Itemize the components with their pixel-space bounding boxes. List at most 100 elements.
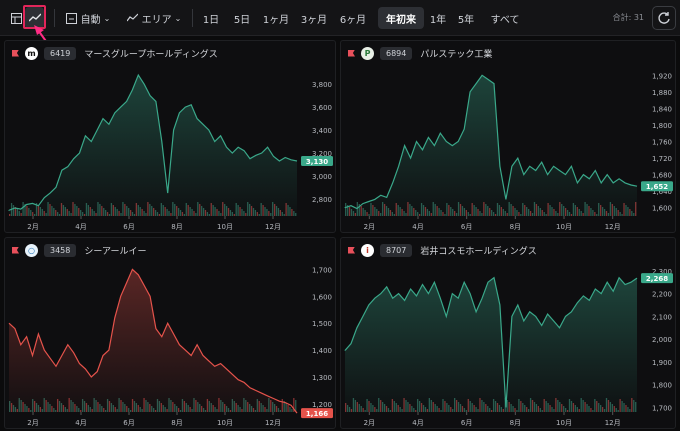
last-price-label: 2,268: [646, 275, 668, 283]
price-line: [344, 74, 638, 210]
stock-name[interactable]: パルステック工業: [420, 49, 493, 60]
x-tick-label: 6月: [123, 419, 134, 427]
style-label: エリア: [141, 14, 172, 26]
y-tick-label: 1,800: [652, 382, 672, 390]
panel-header: P 6894 パルステック工業: [341, 41, 675, 65]
x-tick-label: 8月: [171, 419, 182, 427]
flag-icon[interactable]: [348, 246, 355, 254]
stock-name[interactable]: マースグループホールディングス: [84, 49, 218, 60]
last-price-badge: [641, 273, 673, 284]
stock-code[interactable]: 8707: [380, 243, 413, 257]
y-tick-label: 3,800: [312, 81, 332, 89]
x-tick-label: 10月: [217, 223, 233, 231]
price-area: [9, 269, 297, 414]
company-logo: i: [361, 243, 374, 257]
total-count: 合計: 31: [612, 13, 644, 22]
x-tick-label: 12月: [605, 223, 621, 231]
range-tab-3[interactable]: 3ヶ月: [300, 14, 328, 26]
panel-header: ○ 3458 シーアールイー: [5, 238, 335, 262]
chart-view-button[interactable]: [25, 7, 44, 29]
y-tick-label: 2,300: [652, 268, 672, 276]
volume-bar: [293, 398, 295, 412]
y-tick-label: 2,800: [312, 196, 332, 204]
y-tick-label: 1,600: [652, 205, 672, 213]
x-tick-label: 8月: [510, 223, 521, 231]
stock-code[interactable]: 3458: [44, 243, 77, 257]
company-logo: ○: [25, 243, 38, 257]
y-tick-label: 3,000: [312, 173, 332, 181]
x-tick-label: 10月: [556, 223, 572, 231]
chart-panel-6894[interactable]: P 6894 パルステック工業 1,600 1,640 1,680 1,720 1,76…: [340, 40, 676, 233]
table-view-button[interactable]: [6, 7, 26, 29]
stock-code[interactable]: 6419: [44, 46, 77, 60]
y-tick-label: 3,400: [312, 127, 332, 135]
y-tick-label: 2,100: [652, 313, 672, 321]
y-tick-label: 1,880: [652, 89, 672, 97]
stock-code[interactable]: 6894: [380, 46, 413, 60]
price-line: [8, 268, 298, 414]
panel-header: m 6419 マースグループホールディングス: [5, 41, 335, 65]
highlight-box: [23, 5, 46, 29]
x-tick-label: 6月: [461, 223, 472, 231]
y-tick-label: 1,640: [652, 188, 672, 196]
range-tab-2[interactable]: 1ヶ月: [262, 14, 290, 26]
chart-panel-3458[interactable]: ○ 3458 シーアールイー 1,200 1,300 1,400 1,500 1,600…: [4, 237, 336, 429]
price-chart[interactable]: 1,600 1,640 1,680 1,720 1,760 1,800 1,840 1,880…: [341, 41, 676, 233]
last-price-label: 3,130: [306, 158, 328, 166]
flag-icon[interactable]: [12, 49, 19, 57]
y-tick-label: 2,200: [652, 291, 672, 299]
x-tick-label: 4月: [75, 419, 86, 427]
line-chart-icon: [28, 13, 41, 22]
y-tick-label: 2,000: [652, 336, 672, 344]
x-tick-label: 12月: [605, 419, 621, 427]
chart-panel-6419[interactable]: m 6419 マースグループホールディングス 2,800 3,000 3,200 3,…: [4, 40, 336, 233]
y-tick-label: 1,200: [312, 401, 332, 409]
last-price-badge: [301, 408, 333, 419]
y-tick-label: 1,400: [312, 347, 332, 355]
price-chart[interactable]: 2,800 3,000 3,200 3,400 3,600 3,800 2月 4月 6月 8月 10…: [5, 41, 336, 233]
range-tab-1[interactable]: 5日: [233, 14, 251, 26]
y-tick-label: 1,920: [652, 72, 672, 80]
refresh-button[interactable]: [652, 6, 676, 30]
y-tick-label: 1,720: [652, 155, 672, 163]
refresh-icon: [658, 12, 670, 24]
y-tick-label: 1,300: [312, 374, 332, 382]
chart-panel-8707[interactable]: i 8707 岩井コスモホールディングス 1,700 1,800 1,900 2,00…: [340, 237, 676, 429]
price-chart[interactable]: 1,200 1,300 1,400 1,500 1,600 1,700 2月 4月 6月 8月 10…: [5, 238, 336, 429]
y-tick-label: 1,680: [652, 172, 672, 180]
table-icon: [10, 12, 22, 24]
y-tick-label: 1,700: [652, 404, 672, 412]
price-area: [345, 277, 637, 412]
x-tick-label: 2月: [364, 223, 375, 231]
scale-icon: [65, 12, 77, 24]
panel-header: i 8707 岩井コスモホールディングス: [341, 238, 675, 262]
stock-name[interactable]: シーアールイー: [84, 246, 147, 257]
flag-icon[interactable]: [348, 49, 355, 57]
range-tab-5[interactable]: 年初来: [378, 7, 424, 29]
range-tab-8[interactable]: すべて: [490, 14, 520, 26]
y-tick-label: 1,900: [652, 359, 672, 367]
toolbar: 自動 ⌄ エリア ⌄ 1日 5日 1ヶ月 3ヶ月 6ヶ月 年初来 1年 5年 すべて 合計: 3…: [0, 0, 680, 36]
y-tick-label: 1,600: [312, 293, 332, 301]
price-line: [8, 73, 298, 212]
flag-icon[interactable]: [12, 246, 19, 254]
range-tab-4[interactable]: 6ヶ月: [339, 14, 367, 26]
y-tick-label: 3,600: [312, 104, 332, 112]
last-price-label: 1,652: [646, 183, 668, 191]
stock-name[interactable]: 岩井コスモホールディングス: [420, 246, 537, 257]
x-tick-label: 2月: [27, 419, 38, 427]
scale-dropdown[interactable]: 自動 ⌄: [62, 7, 114, 29]
company-logo: P: [361, 46, 374, 60]
x-tick-label: 10月: [556, 419, 572, 427]
company-logo: m: [25, 46, 38, 60]
range-tab-0[interactable]: 1日: [202, 14, 220, 26]
range-tab-7[interactable]: 5年: [457, 14, 475, 26]
last-price-badge: [641, 181, 673, 192]
y-tick-label: 1,840: [652, 105, 672, 113]
style-dropdown[interactable]: エリア ⌄: [120, 7, 188, 29]
price-area: [345, 75, 637, 216]
price-chart[interactable]: 1,700 1,800 1,900 2,000 2,100 2,200 2,300 2月 4月 6…: [341, 238, 676, 429]
x-tick-label: 4月: [75, 223, 86, 231]
y-tick-label: 3,200: [312, 150, 332, 158]
range-tab-6[interactable]: 1年: [429, 14, 447, 26]
